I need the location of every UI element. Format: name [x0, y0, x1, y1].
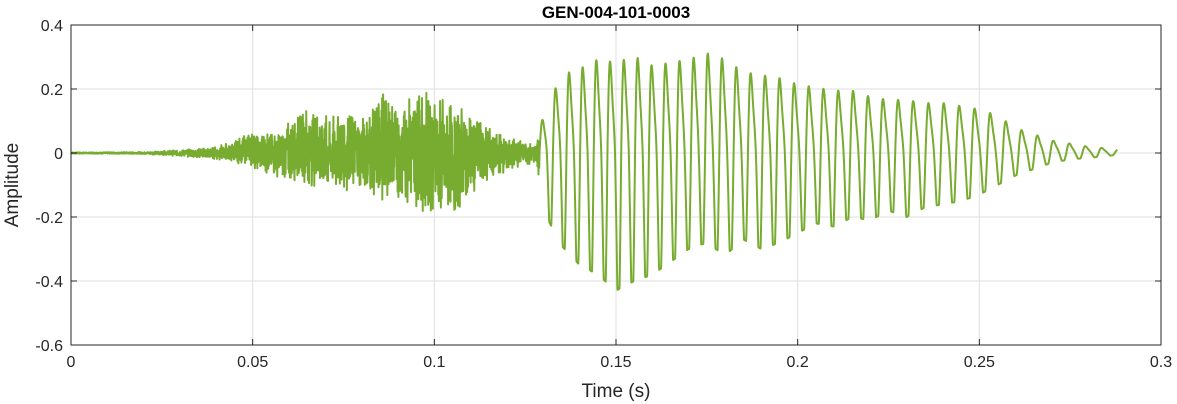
x-axis-ticks: 0 0.05 0.1 0.15 0.2 0.25 0.3 [67, 25, 1172, 371]
y-tick-label: -0.2 [35, 210, 63, 227]
y-tick-label: -0.4 [35, 274, 63, 291]
x-tick-label: 0.3 [1150, 354, 1172, 371]
y-tick-label: 0.4 [41, 18, 63, 35]
y-axis-label: Amplitude [2, 143, 23, 228]
chart-title: GEN-004-101-0003 [542, 3, 690, 22]
x-tick-label: 0.25 [964, 354, 995, 371]
x-tick-label: 0.05 [237, 354, 268, 371]
y-axis-ticks: -0.6 -0.4 -0.2 0 0.2 0.4 [35, 18, 1161, 355]
x-tick-label: 0.2 [787, 354, 809, 371]
x-tick-label: 0 [67, 354, 76, 371]
x-tick-label: 0.1 [423, 354, 445, 371]
x-axis-label: Time (s) [582, 381, 651, 402]
y-tick-label: -0.6 [35, 338, 63, 355]
y-tick-label: 0.2 [41, 82, 63, 99]
waveform-line [70, 52, 1119, 291]
x-tick-label: 0.15 [600, 354, 631, 371]
y-tick-label: 0 [54, 146, 63, 163]
